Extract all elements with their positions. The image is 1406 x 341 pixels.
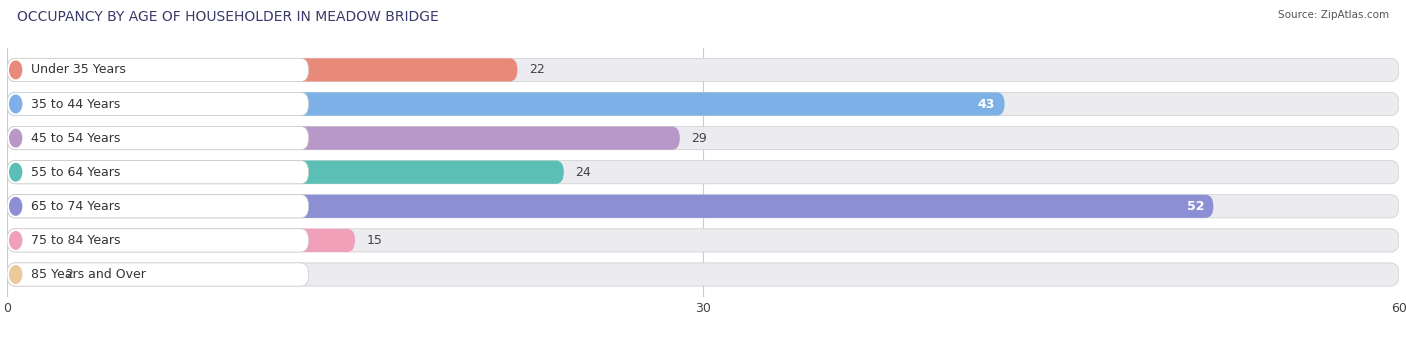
Text: 52: 52 xyxy=(1187,200,1204,213)
Circle shape xyxy=(10,232,21,249)
FancyBboxPatch shape xyxy=(7,229,354,252)
FancyBboxPatch shape xyxy=(7,195,309,218)
Text: OCCUPANCY BY AGE OF HOUSEHOLDER IN MEADOW BRIDGE: OCCUPANCY BY AGE OF HOUSEHOLDER IN MEADO… xyxy=(17,10,439,24)
FancyBboxPatch shape xyxy=(7,161,564,184)
FancyBboxPatch shape xyxy=(7,92,1004,116)
FancyBboxPatch shape xyxy=(7,229,309,252)
FancyBboxPatch shape xyxy=(7,161,1399,184)
Text: 22: 22 xyxy=(529,63,544,76)
Text: 15: 15 xyxy=(367,234,382,247)
FancyBboxPatch shape xyxy=(7,92,309,116)
FancyBboxPatch shape xyxy=(7,263,1399,286)
Text: 43: 43 xyxy=(979,98,995,110)
Text: 65 to 74 Years: 65 to 74 Years xyxy=(31,200,121,213)
Circle shape xyxy=(10,163,21,181)
FancyBboxPatch shape xyxy=(7,58,1399,81)
Text: 35 to 44 Years: 35 to 44 Years xyxy=(31,98,121,110)
Circle shape xyxy=(10,129,21,147)
FancyBboxPatch shape xyxy=(7,161,309,184)
FancyBboxPatch shape xyxy=(7,58,517,81)
Text: 29: 29 xyxy=(692,132,707,145)
FancyBboxPatch shape xyxy=(7,127,309,150)
FancyBboxPatch shape xyxy=(7,229,1399,252)
FancyBboxPatch shape xyxy=(7,263,309,286)
Text: Under 35 Years: Under 35 Years xyxy=(31,63,127,76)
FancyBboxPatch shape xyxy=(7,127,681,150)
Text: 45 to 54 Years: 45 to 54 Years xyxy=(31,132,121,145)
Text: 85 Years and Over: 85 Years and Over xyxy=(31,268,146,281)
Text: 2: 2 xyxy=(65,268,73,281)
Circle shape xyxy=(10,266,21,283)
Text: 75 to 84 Years: 75 to 84 Years xyxy=(31,234,121,247)
FancyBboxPatch shape xyxy=(7,195,1399,218)
FancyBboxPatch shape xyxy=(7,127,1399,150)
FancyBboxPatch shape xyxy=(7,263,53,286)
Text: Source: ZipAtlas.com: Source: ZipAtlas.com xyxy=(1278,10,1389,20)
Text: 24: 24 xyxy=(575,166,591,179)
FancyBboxPatch shape xyxy=(7,195,1213,218)
FancyBboxPatch shape xyxy=(7,92,1399,116)
Circle shape xyxy=(10,197,21,215)
Circle shape xyxy=(10,61,21,79)
Text: 55 to 64 Years: 55 to 64 Years xyxy=(31,166,121,179)
FancyBboxPatch shape xyxy=(7,58,309,81)
Circle shape xyxy=(10,95,21,113)
